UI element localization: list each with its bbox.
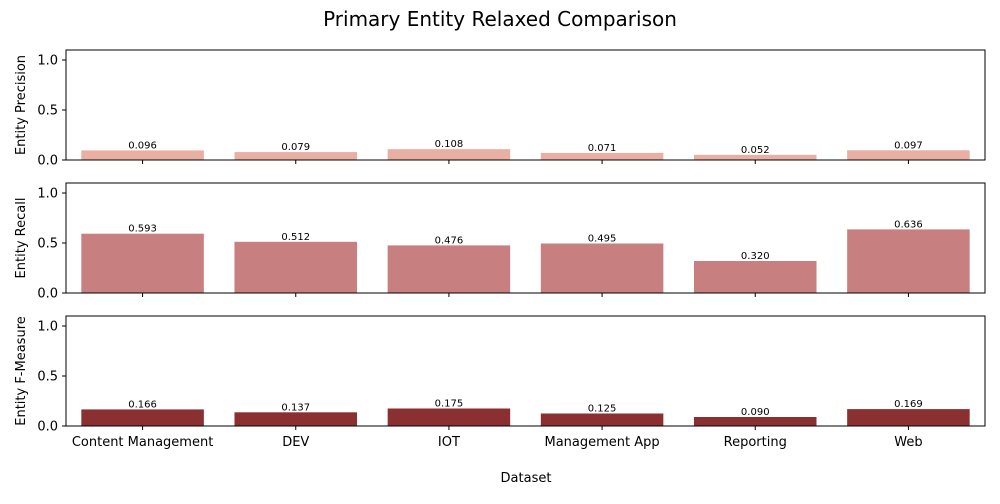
panel-3: 0.166 0.137 0.175 0.125 0.090 0.169 0.0 0.5 1.0 E… — [14, 315, 986, 450]
x-axis-label: Dataset — [501, 471, 552, 486]
data-label: 0.636 — [894, 219, 923, 230]
axes-frame — [65, 182, 986, 294]
data-label: 0.071 — [588, 143, 617, 154]
data-label: 0.512 — [281, 232, 310, 243]
bar — [81, 409, 204, 426]
bar — [234, 412, 358, 426]
y-tick-label: 1.0 — [37, 320, 58, 335]
bar — [847, 229, 970, 293]
bar — [540, 152, 664, 160]
data-label: 0.495 — [588, 234, 617, 245]
data-label: 0.097 — [894, 140, 923, 151]
panel-1: 0.096 0.079 0.108 0.071 0.052 0.097 0.0 0.5 1.0 E… — [14, 49, 986, 169]
bar — [387, 149, 511, 160]
y-axis-label: Entity F-Measure — [14, 316, 29, 426]
x-tick-label: Reporting — [724, 435, 787, 450]
y-tick-label: 1.0 — [37, 187, 58, 202]
y-tick-label: 0.0 — [37, 154, 58, 169]
data-label: 0.090 — [741, 407, 770, 418]
data-label: 0.108 — [435, 139, 464, 150]
bar — [693, 154, 817, 160]
y-axis-label: Entity Recall — [14, 198, 29, 279]
x-tick-label: Management App — [544, 435, 659, 450]
x-tick-label: Content Management — [72, 435, 213, 450]
bar — [540, 243, 664, 293]
y-tick-label: 0.0 — [37, 287, 58, 302]
data-label: 0.320 — [741, 251, 770, 262]
bar — [847, 150, 970, 160]
y-axis-label: Entity Precision — [14, 55, 29, 155]
bar — [234, 241, 358, 293]
data-label: 0.166 — [128, 399, 157, 410]
x-tick-label: DEV — [282, 435, 309, 450]
bar — [387, 408, 511, 426]
bar — [81, 150, 204, 160]
axes-frame — [65, 49, 986, 161]
bar — [234, 152, 358, 160]
axes-frame — [65, 315, 986, 427]
bar — [387, 245, 511, 293]
data-label: 0.175 — [435, 399, 464, 410]
y-tick-label: 0.0 — [37, 420, 58, 435]
y-tick-label: 1.0 — [37, 54, 58, 69]
bar — [693, 417, 817, 426]
x-tick-label: Web — [894, 435, 922, 450]
data-label: 0.125 — [588, 404, 617, 415]
bar — [81, 233, 204, 293]
data-label: 0.079 — [281, 142, 310, 153]
data-label: 0.096 — [128, 140, 157, 151]
bar — [540, 413, 664, 426]
y-tick-label: 0.5 — [37, 104, 58, 119]
bar — [847, 409, 970, 426]
data-label: 0.137 — [281, 402, 310, 413]
data-label: 0.052 — [741, 145, 770, 156]
y-tick-label: 0.5 — [37, 237, 58, 252]
x-tick-label: IOT — [438, 435, 460, 450]
data-label: 0.169 — [894, 399, 923, 410]
data-label: 0.593 — [128, 224, 157, 235]
chart-title: Primary Entity Relaxed Comparison — [323, 7, 677, 31]
data-label: 0.476 — [435, 235, 464, 246]
y-tick-label: 0.5 — [37, 370, 58, 385]
panel-2: 0.593 0.512 0.476 0.495 0.320 0.636 0.0 0.5 1.0 E… — [14, 182, 986, 302]
bar — [693, 261, 817, 293]
